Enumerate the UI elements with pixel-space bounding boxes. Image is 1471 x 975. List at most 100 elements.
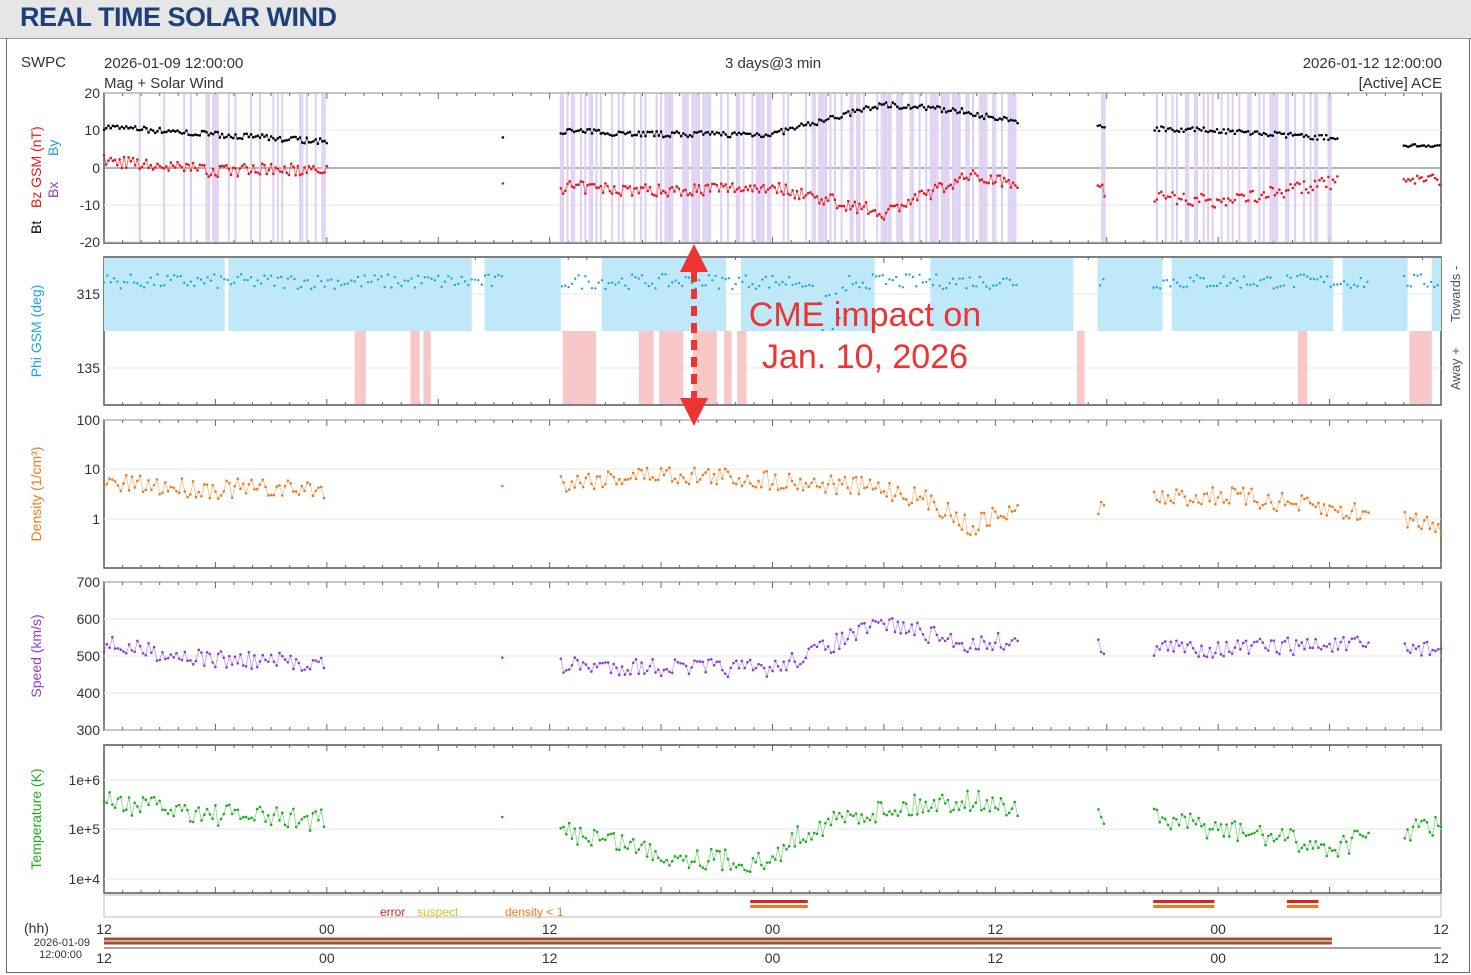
density-segment bbox=[1298, 495, 1303, 511]
bz-point bbox=[1260, 193, 1263, 197]
density-segment bbox=[582, 477, 587, 488]
phi-point bbox=[701, 284, 704, 287]
phi-point bbox=[333, 287, 336, 290]
bz-point bbox=[118, 158, 121, 161]
speed-segment bbox=[822, 640, 826, 650]
bt-point bbox=[1427, 144, 1430, 147]
phi-point bbox=[413, 286, 417, 289]
bt-point bbox=[1329, 136, 1332, 140]
density-segment bbox=[766, 471, 771, 490]
speed-segment bbox=[749, 659, 754, 671]
density-segment bbox=[1404, 511, 1408, 528]
temperature-segment bbox=[579, 827, 584, 837]
cme-arrow-head-down bbox=[680, 398, 708, 426]
bz-segment bbox=[658, 184, 662, 194]
temperature-point bbox=[1439, 825, 1443, 829]
density-segment bbox=[120, 483, 124, 492]
bz-point bbox=[1407, 178, 1410, 181]
phi-point bbox=[1205, 285, 1209, 288]
phi-point bbox=[634, 276, 637, 279]
phi-point bbox=[1209, 284, 1212, 288]
phi-point bbox=[567, 285, 570, 289]
phi-point bbox=[1346, 283, 1349, 286]
density-segment bbox=[677, 474, 681, 484]
y-tick-label: 1e+4 bbox=[68, 871, 100, 887]
density-segment bbox=[1435, 524, 1439, 532]
density-segment bbox=[710, 474, 715, 483]
density-segment bbox=[774, 474, 779, 490]
bt-point bbox=[1302, 135, 1306, 139]
bt-point bbox=[1229, 130, 1232, 133]
bt-point bbox=[1193, 129, 1197, 133]
density-point bbox=[1428, 527, 1432, 531]
bz-point bbox=[1157, 191, 1161, 195]
phi-point bbox=[179, 274, 183, 278]
bt-point bbox=[1100, 125, 1104, 129]
density-point bbox=[133, 486, 136, 489]
density-segment bbox=[229, 483, 233, 498]
phi-point bbox=[326, 279, 330, 282]
phi-point bbox=[798, 281, 801, 285]
bz-point bbox=[1271, 186, 1275, 190]
speed-point bbox=[501, 656, 504, 659]
density-segment bbox=[1267, 494, 1272, 503]
temperature-segment bbox=[696, 850, 701, 866]
temperature-segment bbox=[978, 791, 982, 811]
temperature-point bbox=[1339, 840, 1343, 844]
phi-point bbox=[236, 275, 239, 279]
bz-segment bbox=[168, 162, 172, 171]
bz-segment bbox=[103, 154, 107, 165]
towards-sector-band bbox=[1431, 258, 1441, 331]
bt-point bbox=[325, 141, 329, 145]
speed-segment bbox=[705, 659, 709, 673]
density-point bbox=[1294, 502, 1298, 506]
bz-point bbox=[1307, 191, 1310, 194]
bt-point bbox=[1287, 132, 1290, 136]
phi-point bbox=[306, 279, 310, 282]
away-label: Away + bbox=[1448, 347, 1463, 390]
phi-point bbox=[460, 275, 463, 279]
speed-segment bbox=[1315, 639, 1319, 648]
speed-segment bbox=[972, 638, 977, 650]
y-tick-label: 10 bbox=[84, 461, 100, 477]
speed-point bbox=[124, 651, 128, 655]
bt-point bbox=[1324, 133, 1328, 137]
speed-segment bbox=[900, 622, 904, 634]
temperature-segment bbox=[1426, 822, 1431, 833]
bt-point bbox=[1320, 133, 1324, 137]
bt-point bbox=[1224, 132, 1228, 135]
temperature-segment bbox=[986, 800, 991, 812]
phi-point bbox=[871, 273, 874, 276]
phi-point bbox=[386, 273, 390, 276]
bt-point bbox=[1195, 126, 1199, 130]
density-point bbox=[152, 483, 156, 487]
density-segment bbox=[922, 490, 927, 499]
speed-segment bbox=[320, 657, 325, 669]
by-label: By bbox=[45, 140, 61, 156]
satellite-label: [Active] ACE bbox=[1359, 75, 1442, 92]
speed-point bbox=[1200, 644, 1203, 648]
phi-point bbox=[1352, 283, 1356, 286]
density-segment bbox=[657, 468, 662, 480]
temperature-segment bbox=[685, 856, 690, 868]
bt-point bbox=[1409, 144, 1412, 148]
bz-point bbox=[1215, 198, 1219, 201]
bt-point bbox=[994, 118, 997, 121]
bt-point bbox=[1402, 144, 1406, 147]
y-tick-label: 20 bbox=[84, 85, 100, 101]
density-point bbox=[1328, 504, 1331, 508]
bz-point bbox=[1311, 188, 1315, 192]
bz-point bbox=[1233, 198, 1237, 202]
speed-point bbox=[1420, 654, 1423, 657]
phi-point bbox=[239, 273, 243, 276]
temperature-segment bbox=[1228, 823, 1233, 837]
bt-point bbox=[1327, 138, 1330, 142]
subtitle: Mag + Solar Wind bbox=[104, 75, 224, 92]
bt-point bbox=[1435, 144, 1439, 147]
density-segment bbox=[574, 475, 578, 488]
phi-point bbox=[951, 277, 955, 280]
phi-point bbox=[1222, 275, 1225, 278]
bt-point bbox=[1304, 133, 1308, 137]
bz-segment bbox=[293, 166, 297, 176]
speed-segment bbox=[159, 652, 163, 661]
